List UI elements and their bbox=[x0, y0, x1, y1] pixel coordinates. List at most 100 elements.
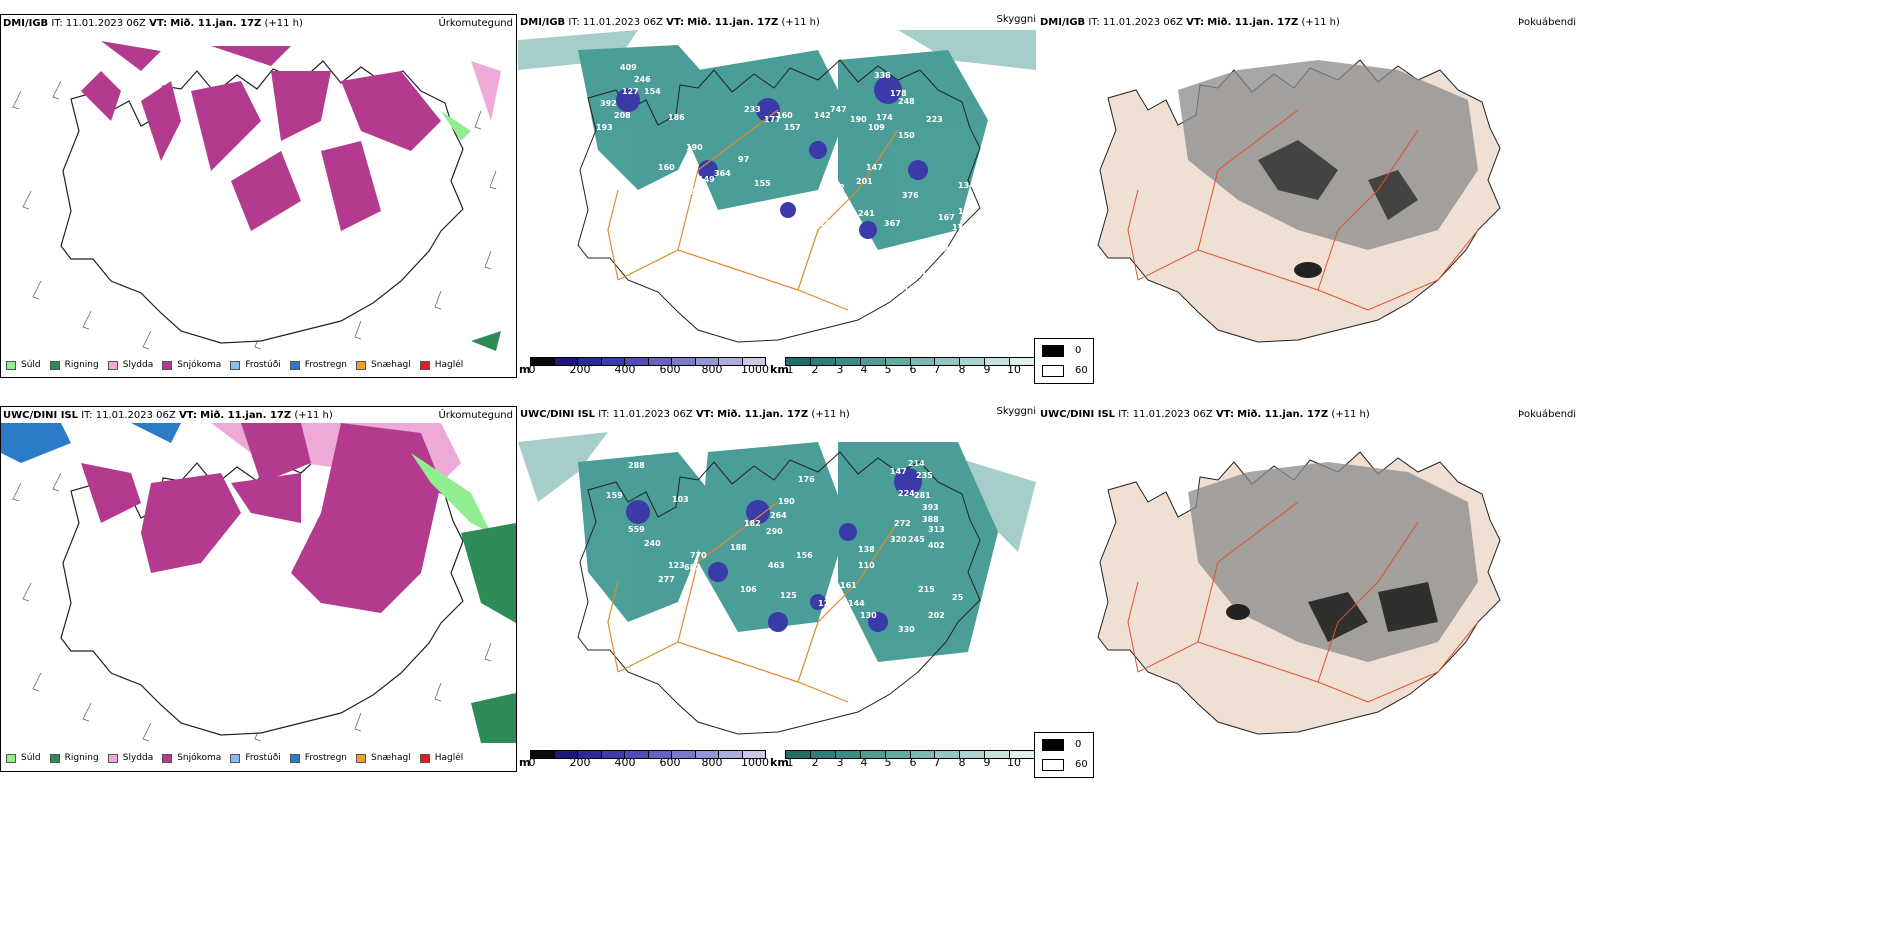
svg-text:176: 176 bbox=[798, 475, 815, 484]
low-visibility-areas bbox=[518, 432, 1036, 662]
svg-text:168: 168 bbox=[784, 253, 801, 262]
svg-text:160: 160 bbox=[776, 111, 793, 120]
svg-text:123: 123 bbox=[818, 599, 835, 608]
svg-text:201: 201 bbox=[856, 177, 873, 186]
svg-text:376: 376 bbox=[902, 191, 919, 200]
svg-text:367: 367 bbox=[884, 219, 901, 228]
legend-item-rain: Rigning bbox=[49, 360, 99, 370]
snow-depth-colorbar bbox=[530, 357, 766, 366]
legend-item-snow-pellets: Snæhagl bbox=[356, 753, 411, 763]
product-title: Skyggni bbox=[996, 14, 1036, 25]
fog-panel-dmi: DMI/IGB IT: 11.01.2023 06Z VT: Mið. 11.j… bbox=[1034, 14, 1900, 384]
svg-text:223: 223 bbox=[926, 115, 943, 124]
svg-text:225: 225 bbox=[814, 219, 831, 228]
legend-item-freezing-rain: Frostregn bbox=[289, 753, 347, 763]
legend-item-hail: Haglél bbox=[419, 360, 463, 370]
svg-text:211: 211 bbox=[898, 285, 915, 294]
svg-text:17: 17 bbox=[952, 223, 963, 232]
svg-text:127: 127 bbox=[622, 87, 639, 96]
sleet-area bbox=[471, 61, 501, 121]
svg-text:147: 147 bbox=[866, 163, 883, 172]
svg-text:188: 188 bbox=[730, 543, 747, 552]
fog-index-areas bbox=[1178, 60, 1478, 278]
legend-item-hail: Haglél bbox=[419, 753, 463, 763]
svg-text:86: 86 bbox=[716, 611, 728, 620]
svg-text:392: 392 bbox=[600, 99, 617, 108]
svg-text:97: 97 bbox=[738, 155, 749, 164]
svg-text:174: 174 bbox=[876, 113, 893, 122]
svg-text:214: 214 bbox=[908, 459, 925, 468]
legend-item-drizzle: Súld bbox=[6, 753, 41, 763]
precip-map bbox=[1, 423, 516, 743]
svg-text:559: 559 bbox=[628, 525, 645, 534]
svg-text:147: 147 bbox=[890, 467, 907, 476]
fog-legend: 0 60 bbox=[1034, 732, 1094, 778]
svg-text:364: 364 bbox=[714, 169, 731, 178]
precip-legend: Súld Rigning Slydda Snjókoma Frostúði Fr… bbox=[6, 360, 472, 370]
svg-text:130: 130 bbox=[860, 611, 877, 620]
visibility-panel-dmi: DMI/IGB IT: 11.01.2023 06Z VT: Mið. 11.j… bbox=[518, 14, 1038, 378]
panel-header: DMI/IGB IT: 11.01.2023 06Z VT: Mið. 11.j… bbox=[1040, 17, 1340, 28]
visibility-map: 288 159 103 559 240 182 290 264 190 176 … bbox=[518, 432, 1036, 735]
svg-text:110: 110 bbox=[858, 561, 875, 570]
svg-text:193: 193 bbox=[596, 123, 613, 132]
fog-map bbox=[1097, 451, 1501, 735]
svg-text:138: 138 bbox=[858, 545, 875, 554]
svg-text:264: 264 bbox=[770, 511, 787, 520]
visibility-colorbar bbox=[785, 357, 1035, 366]
svg-text:167: 167 bbox=[938, 213, 955, 222]
product-title: Úrkomutegund bbox=[438, 18, 513, 29]
svg-text:240: 240 bbox=[644, 539, 661, 548]
fog-legend: 0 60 bbox=[1034, 338, 1094, 384]
svg-text:185: 185 bbox=[684, 187, 701, 196]
svg-text:393: 393 bbox=[922, 503, 939, 512]
svg-text:109: 109 bbox=[868, 123, 885, 132]
svg-text:150: 150 bbox=[898, 131, 915, 140]
svg-text:202: 202 bbox=[928, 611, 945, 620]
svg-text:141: 141 bbox=[910, 271, 927, 280]
product-title: Skyggni bbox=[996, 406, 1036, 417]
panel-header: UWC/DINI ISL IT: 11.01.2023 06Z VT: Mið.… bbox=[1040, 409, 1370, 420]
svg-text:103: 103 bbox=[672, 495, 689, 504]
svg-text:18: 18 bbox=[958, 207, 970, 216]
precip-panel-dmi: DMI/IGB IT: 11.01.2023 06Z VT: Mið. 11.j… bbox=[0, 14, 517, 378]
snow-depth-colorbar bbox=[530, 750, 766, 759]
svg-text:159: 159 bbox=[606, 491, 623, 500]
legend-item-frost-fog: Frostúði bbox=[230, 753, 281, 763]
svg-text:174: 174 bbox=[808, 263, 825, 272]
visibility-colorbar bbox=[785, 750, 1035, 759]
svg-text:107: 107 bbox=[678, 175, 695, 184]
svg-text:155: 155 bbox=[754, 179, 771, 188]
svg-text:272: 272 bbox=[894, 519, 911, 528]
legend-item-freezing-rain: Frostregn bbox=[289, 360, 347, 370]
svg-text:248: 248 bbox=[898, 97, 915, 106]
roads bbox=[1127, 501, 1479, 703]
svg-text:25: 25 bbox=[952, 593, 964, 602]
svg-text:252: 252 bbox=[828, 183, 845, 192]
svg-text:185: 185 bbox=[938, 245, 955, 254]
fog-map bbox=[1097, 59, 1501, 343]
svg-text:313: 313 bbox=[928, 525, 945, 534]
visibility-map: 409 246 127 154 392 208 193 186 190 160 … bbox=[518, 30, 1036, 343]
svg-text:134: 134 bbox=[958, 181, 975, 190]
svg-text:403: 403 bbox=[832, 243, 849, 252]
legend-item-sleet: Slydda bbox=[107, 753, 153, 763]
svg-text:186: 186 bbox=[668, 113, 685, 122]
drizzle-area bbox=[441, 111, 471, 141]
svg-text:235: 235 bbox=[916, 471, 933, 480]
svg-text:123: 123 bbox=[668, 561, 685, 570]
svg-text:161: 161 bbox=[840, 581, 857, 590]
svg-text:402: 402 bbox=[928, 541, 945, 550]
visibility-panel-uwc: UWC/DINI ISL IT: 11.01.2023 06Z VT: Mið.… bbox=[518, 406, 1038, 772]
svg-text:409: 409 bbox=[620, 63, 637, 72]
svg-text:747: 747 bbox=[830, 105, 847, 114]
svg-text:182: 182 bbox=[744, 519, 761, 528]
freezing-rain-areas bbox=[1, 423, 181, 463]
svg-text:330: 330 bbox=[898, 625, 915, 634]
svg-text:320: 320 bbox=[890, 535, 907, 544]
svg-text:224: 224 bbox=[898, 489, 915, 498]
svg-text:290: 290 bbox=[766, 527, 783, 536]
product-title: Þokuábendi bbox=[1518, 17, 1577, 28]
panel-header: DMI/IGB IT: 11.01.2023 06Z VT: Mið. 11.j… bbox=[3, 18, 303, 29]
roads bbox=[1127, 109, 1479, 311]
